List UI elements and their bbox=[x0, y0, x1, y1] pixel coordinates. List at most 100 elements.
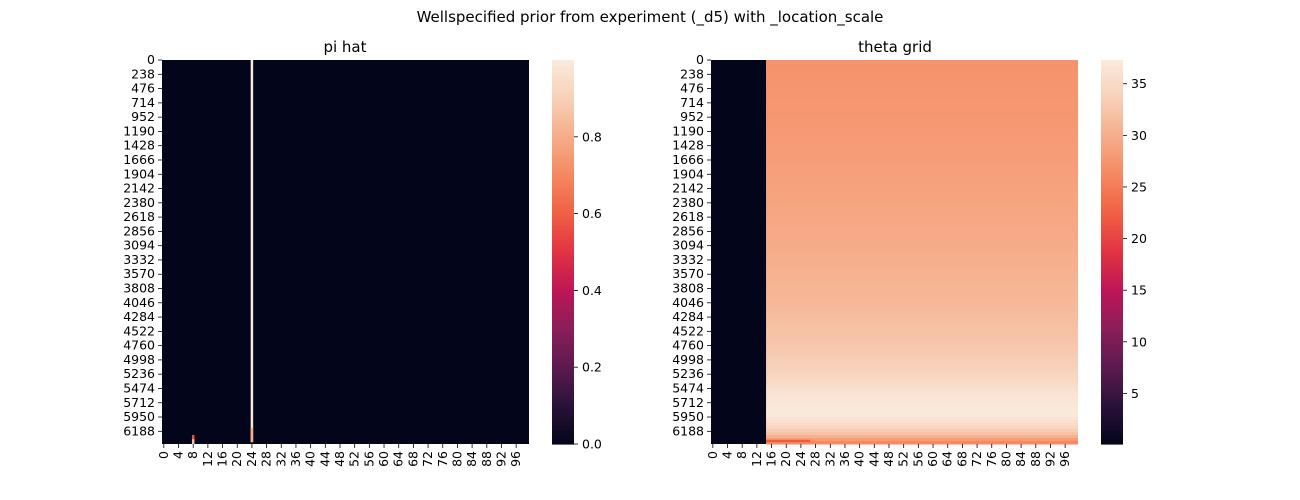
x-tick-label: 0 bbox=[156, 451, 171, 459]
colorbar-segment bbox=[552, 146, 574, 151]
colorbar-segment bbox=[552, 136, 574, 141]
heatmap-row-band bbox=[766, 147, 1078, 151]
colorbar-segment bbox=[552, 386, 574, 391]
x-tick-label: 32 bbox=[822, 451, 837, 467]
heatmap-row-band bbox=[766, 303, 1078, 307]
colorbar-segment bbox=[552, 322, 574, 327]
heatmap-row-band bbox=[766, 234, 1078, 238]
x-tick-label: 84 bbox=[464, 451, 479, 467]
colorbar-segment bbox=[552, 287, 574, 291]
colorbar-segment bbox=[552, 440, 574, 445]
colorbar-segment bbox=[552, 130, 574, 135]
y-tick-label: 2618 bbox=[672, 209, 704, 224]
heatmap-row-band bbox=[766, 207, 1078, 211]
y-tick-label: 238 bbox=[680, 66, 704, 81]
y-tick-label: 3570 bbox=[672, 266, 704, 281]
heatmap-row-band bbox=[766, 384, 1078, 388]
heatmap-pi-hat bbox=[162, 60, 529, 444]
colorbar-segment bbox=[552, 412, 574, 416]
colorbar-segment bbox=[552, 280, 574, 285]
heatmap-row-band bbox=[766, 288, 1078, 292]
y-tick-label: 952 bbox=[131, 109, 155, 124]
colorbar-segment bbox=[1101, 63, 1123, 67]
colorbar-segment bbox=[1101, 335, 1123, 339]
heatmap-row-band bbox=[766, 261, 1078, 265]
colorbar-tick-label: 15 bbox=[1131, 283, 1147, 298]
heatmap-row-band bbox=[766, 282, 1078, 286]
y-tick-label: 6188 bbox=[123, 423, 155, 438]
colorbar-segment bbox=[1101, 194, 1123, 199]
colorbar-segment bbox=[552, 140, 574, 144]
heatmap-row-band bbox=[766, 210, 1078, 214]
colorbar-segment bbox=[1101, 85, 1123, 90]
heatmap-row-band bbox=[766, 201, 1078, 205]
colorbar-segment bbox=[552, 268, 574, 272]
colorbar-segment bbox=[552, 191, 574, 195]
x-tick-label: 28 bbox=[259, 451, 274, 467]
heatmap-row-band bbox=[766, 120, 1078, 124]
heatmap-row-band bbox=[766, 231, 1078, 235]
colorbar-segment bbox=[552, 405, 574, 410]
x-tick-label: 36 bbox=[837, 451, 852, 467]
x-tick-label: 52 bbox=[896, 451, 911, 467]
colorbar-segment bbox=[552, 421, 574, 426]
heatmap-row-band bbox=[766, 123, 1078, 127]
x-tick-label: 16 bbox=[764, 451, 779, 467]
heatmap-row-band bbox=[766, 228, 1078, 232]
x-tick-label: 48 bbox=[881, 451, 896, 467]
colorbar-segment bbox=[1101, 236, 1123, 240]
colorbar-segment bbox=[552, 383, 574, 387]
heatmap-row-band bbox=[766, 84, 1078, 88]
y-tick-label: 5236 bbox=[672, 366, 704, 381]
y-tick-label: 5712 bbox=[672, 395, 704, 410]
colorbar-segment bbox=[1101, 242, 1123, 247]
heatmap-row-band bbox=[766, 315, 1078, 319]
colorbar-segment bbox=[1101, 373, 1123, 378]
colorbar-segment bbox=[1101, 213, 1123, 218]
colorbar-segment bbox=[1101, 232, 1123, 237]
y-tick-label: 3094 bbox=[672, 238, 704, 253]
heatmap-cell-block bbox=[191, 439, 195, 444]
x-tick-label: 40 bbox=[303, 451, 318, 467]
heatmap-row-band bbox=[766, 60, 1078, 64]
x-tick-label: 8 bbox=[185, 451, 200, 459]
x-tick-label: 48 bbox=[332, 451, 347, 467]
colorbar-segment bbox=[552, 434, 574, 439]
heatmap-row-band bbox=[766, 372, 1078, 376]
colorbar-tick-label: 0.0 bbox=[582, 437, 602, 452]
y-tick-label: 2380 bbox=[672, 195, 704, 210]
colorbar-segment bbox=[552, 370, 574, 375]
colorbar-segment bbox=[552, 162, 574, 167]
colorbar-segment bbox=[1101, 108, 1123, 112]
colorbar-segment bbox=[552, 172, 574, 176]
colorbar-segment bbox=[1101, 146, 1123, 151]
colorbar-segment bbox=[1101, 389, 1123, 394]
colorbar-segment bbox=[1101, 303, 1123, 307]
heatmap-row-band bbox=[766, 96, 1078, 100]
heatmap-row-band bbox=[766, 72, 1078, 76]
heatmap-theta-grid bbox=[711, 60, 1078, 445]
colorbar-segment bbox=[552, 194, 574, 199]
colorbar-segment bbox=[552, 255, 574, 259]
colorbar-segment bbox=[1101, 200, 1123, 205]
colorbar-segment bbox=[552, 293, 574, 298]
y-tick-label: 1904 bbox=[123, 166, 155, 181]
colorbar-segment bbox=[552, 380, 574, 384]
colorbar-segment bbox=[1101, 207, 1123, 211]
colorbar-segment bbox=[552, 85, 574, 90]
colorbar-segment bbox=[1101, 277, 1123, 282]
colorbar-segment bbox=[1101, 316, 1123, 320]
heatmap-row-band bbox=[766, 99, 1078, 103]
heatmap-row-band bbox=[766, 117, 1078, 121]
colorbar-segment bbox=[1101, 229, 1123, 234]
heatmap-row-band bbox=[766, 78, 1078, 82]
y-tick-label: 4284 bbox=[123, 309, 155, 324]
heatmap-row-band bbox=[766, 165, 1078, 169]
colorbar-segment bbox=[1101, 319, 1123, 323]
y-tick-label: 5950 bbox=[672, 409, 704, 424]
y-tick-label: 2142 bbox=[672, 181, 704, 196]
colorbar-tick-label: 25 bbox=[1131, 179, 1147, 194]
colorbar-segment bbox=[552, 101, 574, 106]
heatmap-row-band bbox=[766, 159, 1078, 163]
heatmap-row-band bbox=[766, 351, 1078, 355]
